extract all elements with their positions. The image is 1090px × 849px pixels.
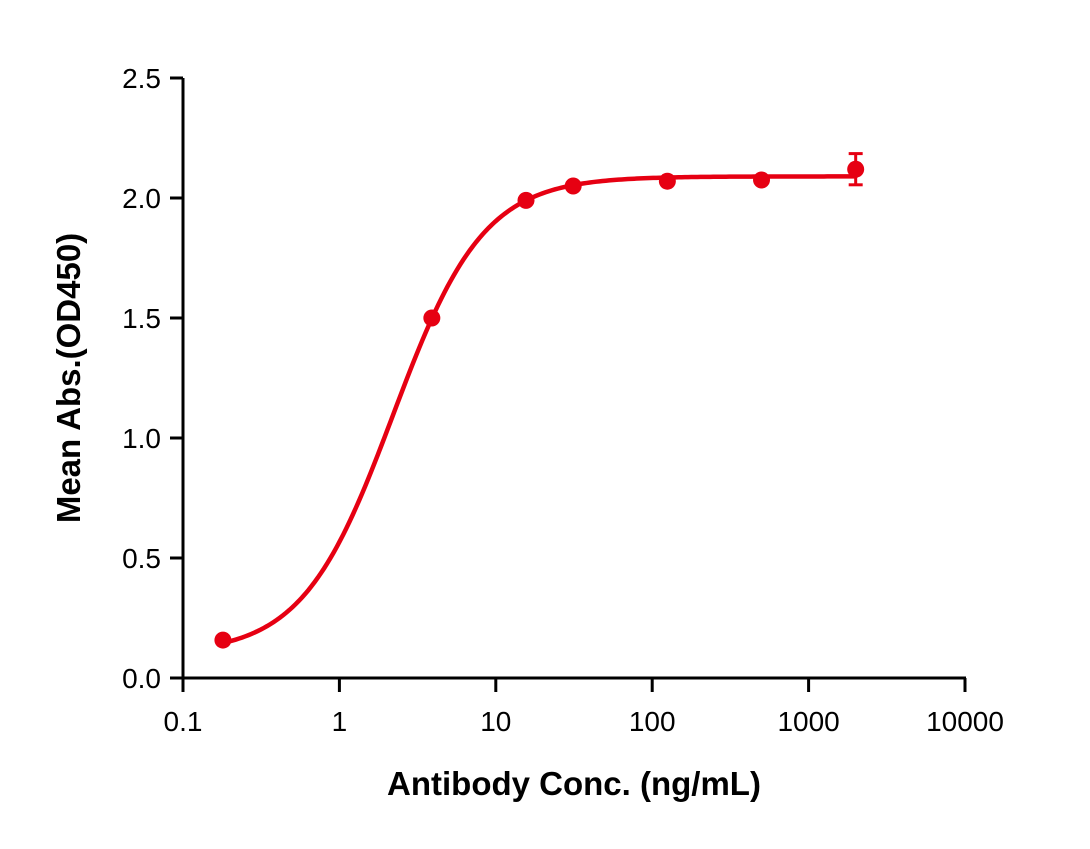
x-tick-label: 1 xyxy=(332,706,348,737)
x-tick-label: 100 xyxy=(629,706,676,737)
data-point xyxy=(517,191,535,209)
y-tick-label: 0.0 xyxy=(122,663,161,694)
data-point xyxy=(214,631,232,649)
x-axis-title: Antibody Conc. (ng/mL) xyxy=(387,765,761,802)
y-tick-label: 0.5 xyxy=(122,543,161,574)
data-point xyxy=(564,177,582,195)
x-tick-label: 10 xyxy=(480,706,511,737)
data-points xyxy=(214,152,865,649)
y-axis-title: Mean Abs.(OD450) xyxy=(50,233,87,523)
x-tick-label: 1000 xyxy=(777,706,839,737)
y-tick-label: 1.0 xyxy=(122,423,161,454)
data-point xyxy=(658,172,676,190)
x-axis: 0.1 1 10 100 1000 10000 xyxy=(164,676,1004,737)
data-point xyxy=(423,309,441,327)
y-axis: 0.0 0.5 1.0 1.5 2.0 2.5 xyxy=(122,63,185,694)
data-point xyxy=(753,171,771,189)
y-tick-label: 1.5 xyxy=(122,303,161,334)
y-tick-label: 2.5 xyxy=(122,63,161,94)
data-point xyxy=(847,160,865,178)
x-tick-label: 10000 xyxy=(926,706,1004,737)
y-tick-label: 2.0 xyxy=(122,183,161,214)
x-tick-label: 0.1 xyxy=(164,706,203,737)
fit-curve xyxy=(220,174,858,646)
